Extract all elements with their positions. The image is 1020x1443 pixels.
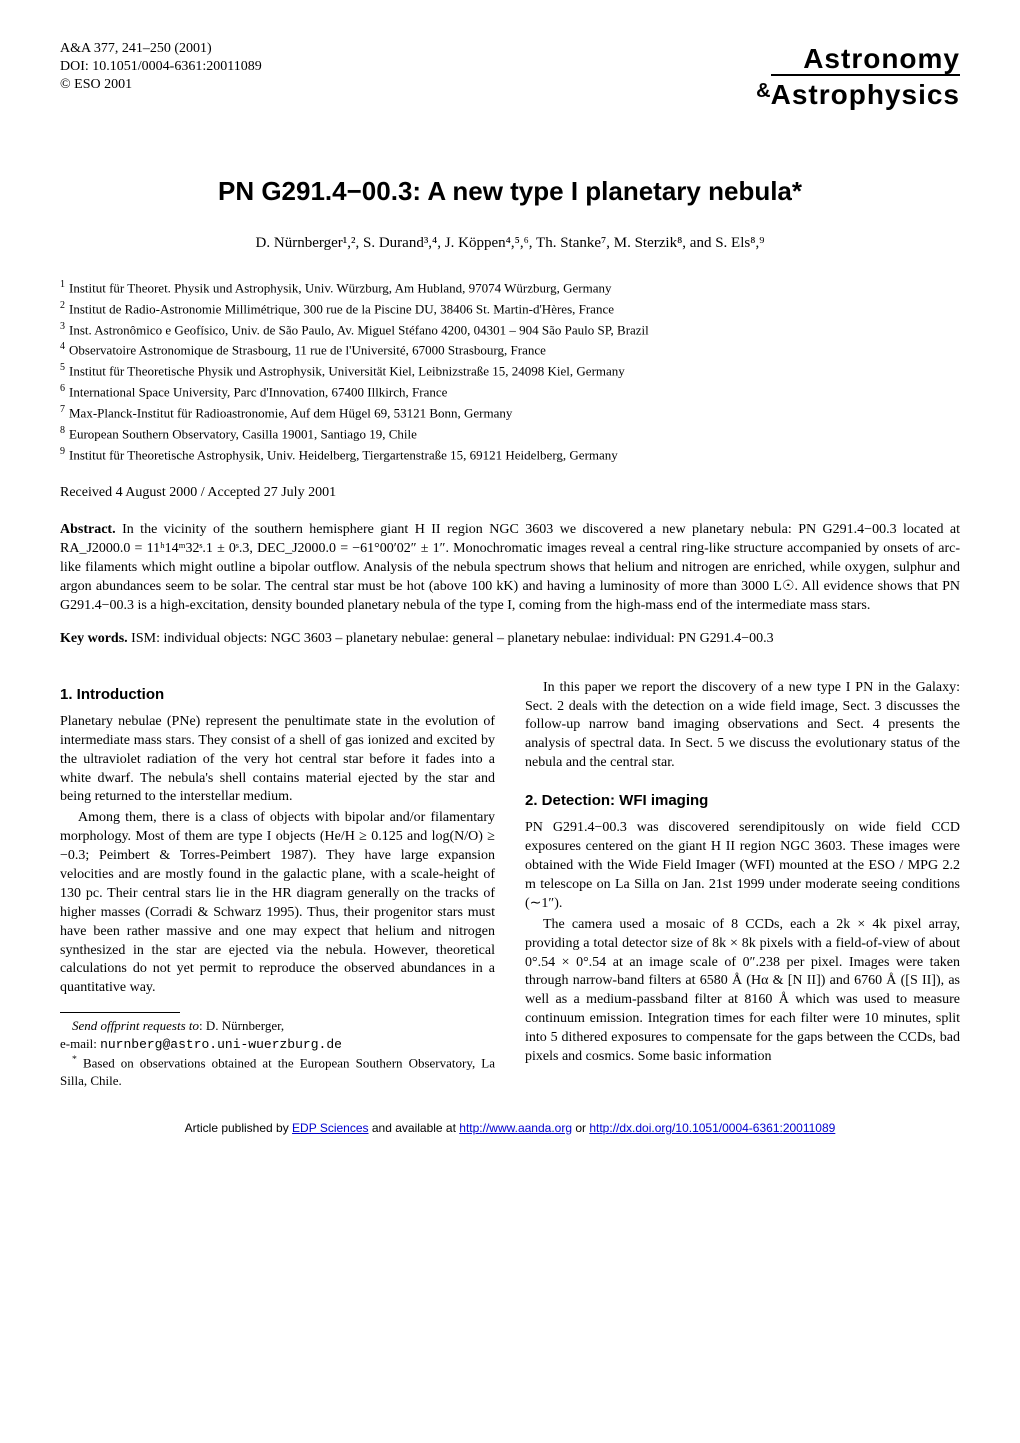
affiliation-6: 6International Space University, Parc d'… xyxy=(60,381,960,402)
logo-ampersand: & xyxy=(756,78,770,105)
affiliation-1: 1Institut für Theoret. Physik und Astrop… xyxy=(60,277,960,298)
right-column: In this paper we report the discovery of… xyxy=(525,679,960,1090)
received-accepted-dates: Received 4 August 2000 / Accepted 27 Jul… xyxy=(60,484,960,503)
footnote-separator xyxy=(60,1012,180,1013)
footnote-offprint: Send offprint requests to: D. Nürnberger… xyxy=(60,1017,495,1035)
edp-link[interactable]: EDP Sciences xyxy=(292,1121,368,1135)
copyright: © ESO 2001 xyxy=(60,76,262,94)
section-1-heading: 1. Introduction xyxy=(60,685,495,705)
affiliation-5: 5Institut für Theoretische Physik und As… xyxy=(60,360,960,381)
sect2-para-1: PN G291.4−00.3 was discovered serendipit… xyxy=(525,819,960,913)
footnote-email: e-mail: nurnberg@astro.uni-wuerzburg.de xyxy=(60,1035,495,1054)
aanda-link[interactable]: http://www.aanda.org xyxy=(459,1121,572,1135)
keywords-label: Key words. xyxy=(60,631,128,646)
intro-para-3: In this paper we report the discovery of… xyxy=(525,679,960,773)
footer-link: Article published by EDP Sciences and av… xyxy=(60,1120,960,1136)
footnote-star-text: Based on observations obtained at the Eu… xyxy=(60,1056,495,1089)
sect2-para-2: The camera used a mosaic of 8 CCDs, each… xyxy=(525,916,960,1067)
affiliation-7: 7Max-Planck-Institut für Radioastronomie… xyxy=(60,402,960,423)
doi-link[interactable]: http://dx.doi.org/10.1051/0004-6361:2001… xyxy=(589,1121,835,1135)
journal-info: A&A 377, 241–250 (2001) DOI: 10.1051/000… xyxy=(60,40,262,95)
footnote-star: * Based on observations obtained at the … xyxy=(60,1053,495,1089)
left-column: 1. Introduction Planetary nebulae (PNe) … xyxy=(60,679,495,1090)
offprint-to: : D. Nürnberger, xyxy=(199,1018,284,1033)
email-address: nurnberg@astro.uni-wuerzburg.de xyxy=(100,1037,342,1052)
abstract-text: In the vicinity of the southern hemisphe… xyxy=(60,522,960,613)
footer-or: or xyxy=(572,1121,589,1135)
affiliation-3: 3Inst. Astronômico e Geofísico, Univ. de… xyxy=(60,319,960,340)
keywords: Key words. ISM: individual objects: NGC … xyxy=(60,630,960,649)
abstract-label: Abstract. xyxy=(60,522,116,537)
footer-mid: and available at xyxy=(369,1121,460,1135)
footer-prefix: Article published by xyxy=(185,1121,292,1135)
affiliation-9: 9Institut für Theoretische Astrophysik, … xyxy=(60,444,960,465)
journal-ref: A&A 377, 241–250 (2001) xyxy=(60,40,262,58)
author-list: D. Nürnberger¹,², S. Durand³,⁴, J. Köppe… xyxy=(60,233,960,253)
intro-para-1: Planetary nebulae (PNe) represent the pe… xyxy=(60,713,495,807)
keywords-text: ISM: individual objects: NGC 3603 – plan… xyxy=(131,631,773,646)
header-row: A&A 377, 241–250 (2001) DOI: 10.1051/000… xyxy=(60,40,960,114)
two-column-body: 1. Introduction Planetary nebulae (PNe) … xyxy=(60,679,960,1090)
offprint-label: Send offprint requests to xyxy=(72,1018,199,1033)
affiliation-8: 8European Southern Observatory, Casilla … xyxy=(60,423,960,444)
journal-logo: Astronomy & Astrophysics xyxy=(756,40,960,114)
doi: DOI: 10.1051/0004-6361:20011089 xyxy=(60,58,262,76)
section-2-heading: 2. Detection: WFI imaging xyxy=(525,791,960,811)
affiliation-2: 2Institut de Radio-Astronomie Millimétri… xyxy=(60,298,960,319)
email-label: e-mail: xyxy=(60,1036,100,1051)
affiliations: 1Institut für Theoret. Physik und Astrop… xyxy=(60,277,960,464)
article-title: PN G291.4−00.3: A new type I planetary n… xyxy=(60,174,960,209)
abstract: Abstract. In the vicinity of the souther… xyxy=(60,521,960,615)
logo-astronomy: Astronomy xyxy=(756,40,960,78)
affiliation-4: 4Observatoire Astronomique de Strasbourg… xyxy=(60,339,960,360)
logo-astrophysics: Astrophysics xyxy=(771,74,960,114)
intro-para-2: Among them, there is a class of objects … xyxy=(60,809,495,998)
